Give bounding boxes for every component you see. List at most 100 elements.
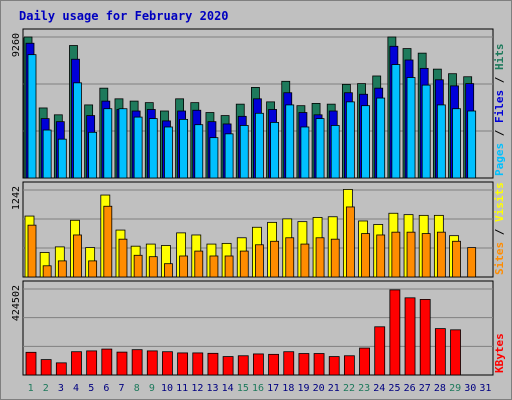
bar-pages-day-16 (255, 112, 264, 179)
bar-kbytes-day-27 (419, 299, 431, 376)
legend-kbytes: KBytes (493, 333, 506, 373)
bar-sites-day-11 (179, 255, 189, 278)
day-label-15: 15 (237, 383, 249, 394)
bar-kbytes-day-13 (207, 352, 219, 376)
day-label-11: 11 (176, 383, 188, 394)
bar-kbytes-day-22 (343, 355, 355, 376)
bar-kbytes-day-6 (101, 348, 113, 376)
day-label-30: 30 (464, 383, 476, 394)
day-label-21: 21 (328, 383, 340, 394)
bar-pages-day-13 (209, 137, 219, 179)
bar-kbytes-day-12 (192, 352, 204, 376)
bar-pages-day-29 (452, 108, 461, 179)
bar-pages-day-11 (179, 118, 189, 179)
chart-title: Daily usage for February 2020 (19, 9, 229, 23)
bar-pages-day-24 (376, 97, 386, 179)
day-label-14: 14 (222, 383, 234, 394)
bar-sites-day-5 (88, 260, 98, 278)
day-label-29: 29 (449, 383, 461, 394)
bar-pages-day-14 (224, 133, 234, 179)
bar-pages-day-20 (315, 118, 325, 179)
bar-pages-day-5 (88, 131, 98, 179)
bar-pages-day-15 (239, 125, 249, 179)
day-label-10: 10 (161, 383, 173, 394)
day-label-17: 17 (267, 383, 279, 394)
bar-pages-day-9 (148, 118, 158, 179)
y-max-label-kbytes: 424502 (11, 285, 22, 321)
day-label-26: 26 (404, 383, 416, 394)
bar-kbytes-day-9 (146, 350, 158, 376)
bar-pages-day-22 (345, 101, 355, 179)
day-label-13: 13 (206, 383, 218, 394)
bar-sites-day-18 (285, 237, 295, 278)
bar-sites-day-3 (57, 260, 67, 278)
bar-kbytes-day-17 (268, 353, 279, 376)
bar-pages-day-25 (391, 64, 401, 179)
bar-sites-day-30 (467, 247, 477, 278)
bar-kbytes-day-8 (131, 349, 143, 376)
legend-separator: / (493, 70, 506, 90)
legend-separator: / (493, 222, 506, 242)
bar-sites-day-16 (255, 244, 264, 278)
bar-pages-day-2 (42, 129, 52, 179)
bar-kbytes-day-10 (162, 351, 173, 376)
bar-kbytes-day-16 (253, 353, 264, 376)
bar-sites-day-19 (300, 243, 310, 278)
bar-sites-day-23 (361, 233, 370, 278)
bar-kbytes-day-15 (237, 355, 249, 376)
bar-sites-day-28 (436, 231, 446, 278)
legend-visits-sites: Sites / Visits (493, 182, 506, 275)
day-label-3: 3 (58, 383, 64, 394)
bar-kbytes-day-1 (25, 351, 37, 376)
bar-sites-day-12 (194, 250, 204, 278)
bar-pages-day-1 (27, 54, 37, 179)
day-label-4: 4 (73, 383, 79, 394)
y-max-label-visits-sites: 1242 (11, 186, 22, 210)
day-label-24: 24 (373, 383, 385, 394)
bar-pages-day-27 (421, 84, 431, 179)
day-label-9: 9 (149, 383, 155, 394)
bar-pages-day-6 (103, 108, 113, 179)
y-max-label-hits-files-pages: 9260 (11, 33, 22, 57)
day-label-22: 22 (343, 383, 355, 394)
day-label-7: 7 (119, 383, 125, 394)
bar-sites-day-15 (239, 250, 249, 278)
bar-kbytes-day-21 (328, 356, 340, 376)
bar-kbytes-day-4 (71, 351, 82, 376)
day-label-8: 8 (134, 383, 140, 394)
bar-kbytes-day-28 (434, 328, 446, 376)
bar-pages-day-12 (194, 124, 204, 179)
day-label-28: 28 (434, 383, 446, 394)
legend-visits: Visits (493, 182, 506, 222)
bar-sites-day-20 (315, 237, 325, 278)
legend-pages: Pages (493, 143, 506, 176)
bar-kbytes-day-23 (359, 347, 370, 376)
day-label-1: 1 (28, 383, 34, 394)
bar-pages-day-7 (118, 108, 128, 179)
day-label-6: 6 (103, 383, 109, 394)
bar-sites-day-25 (391, 231, 401, 278)
bar-kbytes-day-29 (450, 329, 461, 376)
bar-kbytes-day-20 (313, 353, 325, 376)
day-label-27: 27 (419, 383, 431, 394)
bar-kbytes-day-14 (222, 356, 234, 376)
day-label-18: 18 (282, 383, 294, 394)
legend-kbytes: KBytes (493, 333, 506, 373)
bar-sites-day-17 (270, 240, 279, 278)
bar-sites-day-21 (330, 238, 340, 278)
bar-sites-day-14 (224, 255, 234, 278)
bar-sites-day-7 (118, 238, 128, 278)
bar-pages-day-18 (285, 104, 295, 179)
bar-pages-day-19 (300, 126, 310, 179)
bar-pages-day-10 (164, 126, 173, 179)
bar-sites-day-22 (345, 206, 355, 278)
bar-kbytes-day-7 (116, 351, 128, 376)
legend-hits-files-pages: Pages / Files / Hits (493, 44, 506, 177)
day-label-12: 12 (191, 383, 203, 394)
bar-pages-day-26 (406, 77, 416, 179)
legend-sites: Sites (493, 242, 506, 275)
day-label-23: 23 (358, 383, 370, 394)
bar-sites-day-9 (148, 256, 158, 278)
day-label-5: 5 (88, 383, 94, 394)
